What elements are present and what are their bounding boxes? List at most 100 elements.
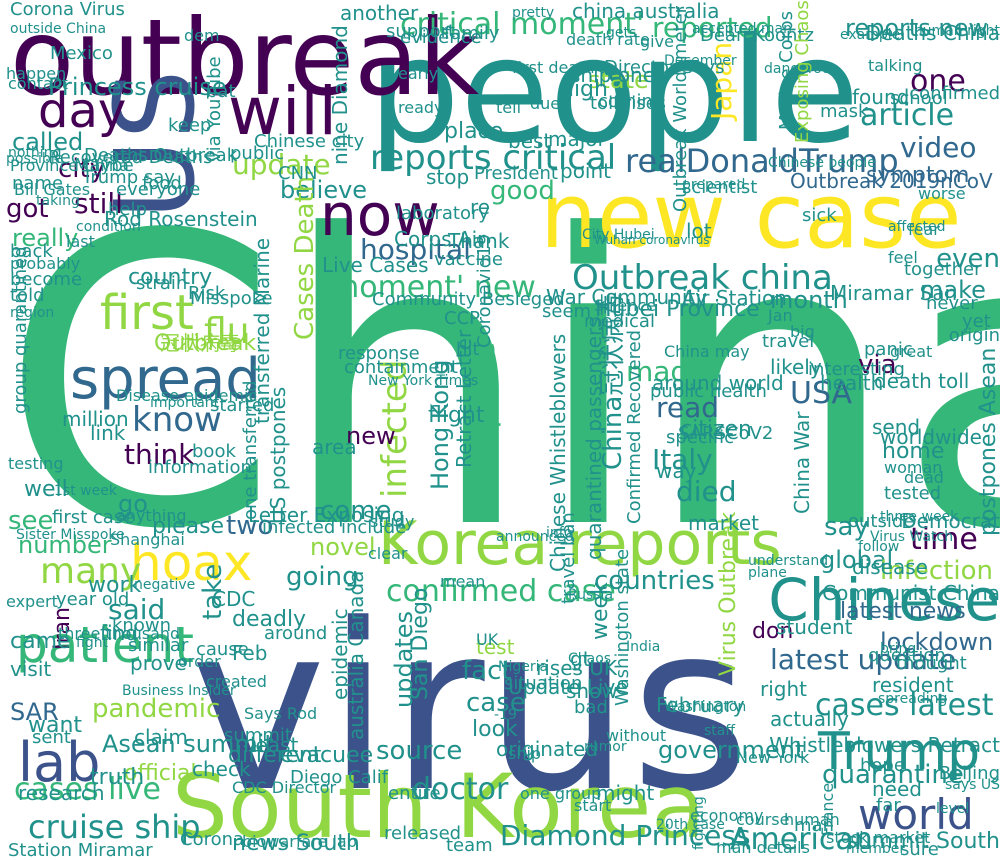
cloud-word-started: started <box>210 394 275 416</box>
cloud-word-hospital: hospital <box>360 233 471 267</box>
cloud-word-source: source <box>376 735 463 766</box>
cloud-word-send: send <box>872 415 921 439</box>
cloud-word-business-insider: Business Insider <box>122 683 236 700</box>
cloud-word-different: different <box>228 743 322 769</box>
cloud-word-spread: spread <box>70 347 261 413</box>
cloud-word-fight: fight <box>76 635 109 652</box>
cloud-word-day: day <box>38 83 127 140</box>
cloud-word-miramar-san: Miramar San <box>830 281 958 305</box>
cloud-word-home: home <box>882 439 945 465</box>
cloud-word-going: going <box>286 561 359 592</box>
cloud-word-know: know <box>132 400 222 441</box>
cloud-word-worldwide: worldwide <box>880 425 982 449</box>
cloud-word-first-case: first case <box>52 506 135 528</box>
cloud-word-least: least <box>250 733 299 757</box>
cloud-word-cause: cause <box>196 638 249 660</box>
cloud-word-talking: talking <box>868 56 923 76</box>
cloud-word-infection: infection <box>880 555 993 586</box>
cloud-word-question: question <box>868 644 946 666</box>
cloud-word-contact: contact <box>8 74 68 94</box>
cloud-word-work: work <box>88 573 142 599</box>
cloud-word-reports-new: reports new <box>845 13 989 42</box>
cloud-word-gt: gt <box>570 647 591 671</box>
cloud-word-major: major <box>548 127 606 151</box>
cloud-word-keep: keep <box>168 114 212 136</box>
cloud-word-health: health <box>820 371 884 395</box>
cloud-word-similar: similar <box>128 634 189 656</box>
cloud-word-cases-latest: cases latest <box>815 687 994 723</box>
cloud-word-two: two <box>226 510 274 541</box>
cloud-word-specific: specific <box>666 426 735 448</box>
cloud-word-sick: sick <box>802 204 837 226</box>
cloud-word-quarantine: quarantine <box>822 759 964 790</box>
cloud-word-air-station: Air Station <box>682 286 787 310</box>
cloud-word-corona-virus: Corona Virus <box>10 0 125 20</box>
cloud-word-people: people <box>368 6 860 176</box>
cloud-word-re: re <box>470 195 491 219</box>
cloud-word-rises-uk: rises UK <box>536 656 618 680</box>
cloud-word-known: known <box>112 614 171 636</box>
cloud-word-world-war: China War <box>790 411 814 514</box>
cloud-word-new-case: new case <box>540 163 962 269</box>
cloud-word-chinese-city: Chinese city <box>254 130 365 152</box>
cloud-word-trump-say: Trump say <box>82 166 175 188</box>
cloud-word-spreading: spreading <box>878 691 948 708</box>
cloud-word-case: case <box>466 687 526 718</box>
cloud-word-russia: Russia <box>568 587 614 604</box>
cloud-word-community-besieged: Community Besieged <box>372 288 565 310</box>
cloud-word-corona: Corona <box>180 828 245 850</box>
cloud-word-help: help <box>108 198 147 220</box>
cloud-word-info: info <box>546 525 573 542</box>
cloud-word-happen: happen <box>6 64 67 84</box>
cloud-word-woman: woman <box>884 458 943 478</box>
cloud-word-china-may: China may <box>664 342 750 362</box>
cloud-word-taking: taking <box>36 193 80 210</box>
cloud-word-thought: thought <box>896 652 967 674</box>
cloud-word-level: level <box>936 801 970 818</box>
cloud-word-human: human <box>784 810 840 830</box>
cloud-word-lot: lot <box>686 219 712 243</box>
cloud-word-show: show <box>566 679 618 703</box>
cloud-word-dem: dem <box>184 26 220 46</box>
cloud-word-don: don <box>752 619 794 645</box>
cloud-word-death-rate: death rate <box>566 30 650 50</box>
cloud-word-pretty: pretty <box>512 5 555 22</box>
cloud-word-chinese-people: Chinese people <box>768 155 876 172</box>
cloud-word-link: link <box>90 421 126 445</box>
cloud-word-diamond-princess: Diamond Princess <box>500 819 751 853</box>
cloud-word-infected-include: infected include <box>262 516 407 538</box>
cloud-word-high: high <box>560 77 608 103</box>
cloud-word-far: far <box>876 794 901 816</box>
cloud-word-public: public <box>230 142 285 164</box>
cloud-word-february: February <box>656 693 745 717</box>
cloud-word-korea-reports: Korea reports <box>378 509 782 579</box>
cloud-word-sure: sure <box>900 838 939 860</box>
cloud-word-situation: situation <box>504 672 583 694</box>
cloud-word-million: million <box>62 407 129 431</box>
cloud-word-school: school <box>890 87 948 109</box>
cloud-word-summit-south: summit South <box>846 829 1000 855</box>
cloud-word-quarantined-passengers: quarantined passengers <box>582 317 606 560</box>
cloud-word-might: might <box>596 781 655 805</box>
cloud-word-yet: yet <box>962 310 991 332</box>
cloud-word-science: Science <box>594 296 657 316</box>
cloud-word-asean-summit: Asean summit <box>102 729 274 758</box>
cloud-word-video: video <box>900 131 977 165</box>
cloud-word-realdonaldtrump: realDonaldTrump <box>625 141 899 180</box>
cloud-word-doctor: doctor <box>412 771 509 807</box>
cloud-word-jan: Jan <box>768 306 793 326</box>
cloud-word-best: best <box>508 129 552 153</box>
cloud-word-prepared: prepared <box>682 177 746 194</box>
cloud-word-called: called <box>12 127 84 156</box>
cloud-word-latest-update: latest update <box>770 643 957 677</box>
cloud-word-negative: negative <box>134 577 196 594</box>
cloud-word-president: President <box>474 162 558 184</box>
cloud-word-virus-outbreak: Virus Outbreak <box>716 511 741 676</box>
cloud-word-updates: updates <box>390 610 418 708</box>
cloud-word-actually: actually <box>770 707 849 731</box>
cloud-word-washington: Washington <box>664 699 747 716</box>
cloud-word-reported: reported <box>652 11 773 45</box>
cloud-word-around-world: around world <box>652 371 784 395</box>
cloud-word-cases-death: Cases Death <box>290 175 320 340</box>
cloud-word-coming: coming <box>598 90 665 112</box>
